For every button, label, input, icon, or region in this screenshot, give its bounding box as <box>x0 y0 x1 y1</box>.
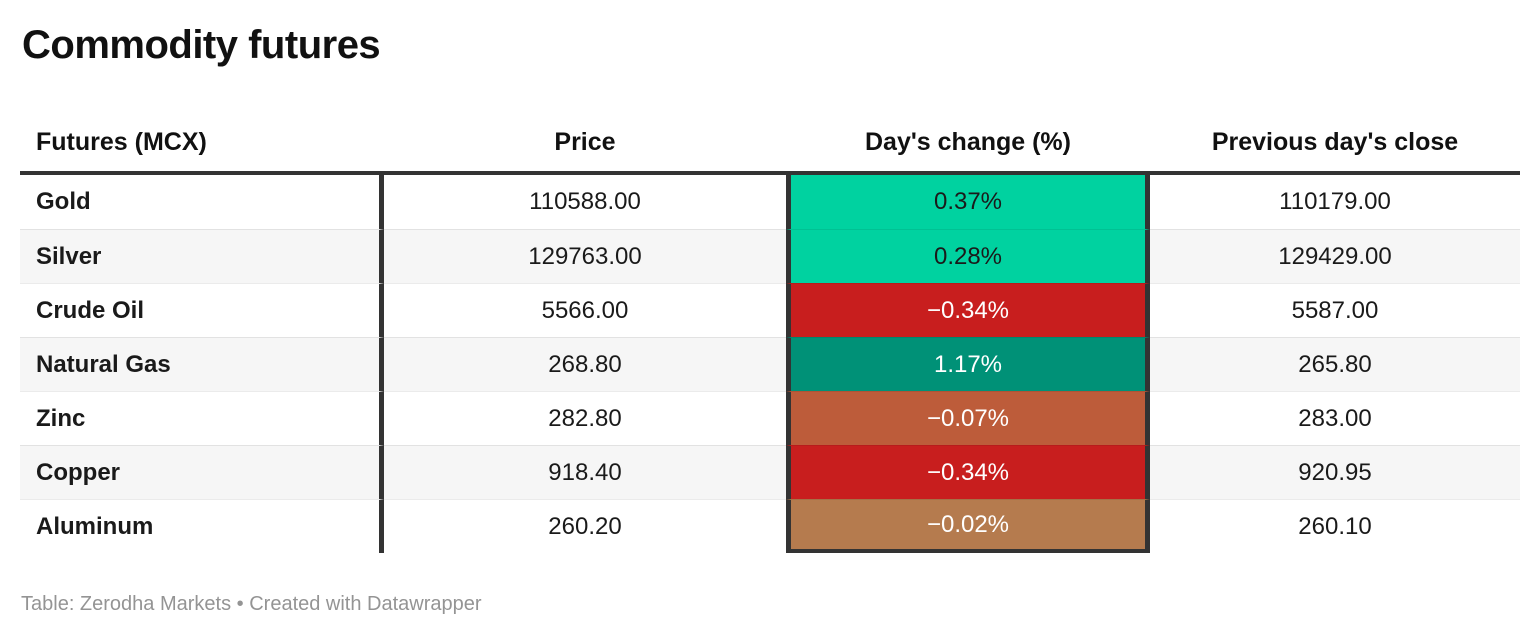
table-row: Silver 129763.00 0.28% 129429.00 <box>20 229 1520 283</box>
price-cell: 110588.00 <box>529 188 641 215</box>
futures-name-cell: Silver <box>20 229 384 283</box>
prev-close-cell: 110179.00 <box>1279 188 1391 215</box>
table-row: Natural Gas 268.80 1.17% 265.80 <box>20 337 1520 391</box>
futures-name-cell: Gold <box>20 175 384 229</box>
day-change-cell: 0.37% <box>786 175 1150 229</box>
price-cell: 918.40 <box>384 445 786 499</box>
table-row: Gold 110588.00 0.37% 110179.00 <box>20 175 1520 229</box>
day-change-cell: −0.07% <box>786 391 1150 445</box>
column-header-futures: Futures (MCX) <box>36 127 207 156</box>
table-row: Crude Oil 5566.00 −0.34% 5587.00 <box>20 283 1520 337</box>
futures-name-cell: Aluminum <box>20 499 384 553</box>
column-header-prev-close: Previous day's close <box>1211 127 1459 156</box>
attribution-footer: Table: Zerodha Markets • Created with Da… <box>21 593 482 615</box>
price-cell: 268.80 <box>384 337 786 391</box>
prev-close-cell: 5587.00 <box>1150 283 1520 337</box>
prev-close-cell: 265.80 <box>1150 337 1520 391</box>
prev-close-cell: 920.95 <box>1150 445 1520 499</box>
day-change-cell: −0.34% <box>786 445 1150 499</box>
table-row: Zinc 282.80 −0.07% 283.00 <box>20 391 1520 445</box>
price-cell: 260.20 <box>384 499 786 553</box>
prev-close-cell: 260.10 <box>1150 499 1520 553</box>
table-row: Aluminum 260.20 −0.02% 260.10 <box>20 499 1520 553</box>
futures-name-cell: Crude Oil <box>20 283 384 337</box>
futures-name-cell: Zinc <box>20 391 384 445</box>
day-change-cell: −0.34% <box>786 283 1150 337</box>
table-body: Gold 110588.00 0.37% 110179.00 Silver 129763.… <box>20 175 1520 553</box>
price-cell: 282.80 <box>384 391 786 445</box>
prev-close-cell: 283.00 <box>1150 391 1520 445</box>
table-row: Copper 918.40 −0.34% 920.95 <box>20 445 1520 499</box>
commodity-futures-table: Futures (MCX) Price Day's change (%) Pre… <box>20 113 1520 553</box>
day-change-cell: 1.17% <box>786 337 1150 391</box>
futures-name-cell: Copper <box>20 445 384 499</box>
column-header-price: Price <box>554 127 616 156</box>
table-header-row: Futures (MCX) Price Day's change (%) Pre… <box>20 113 1520 175</box>
day-change-cell: 0.28% <box>786 229 1150 283</box>
column-header-day-change: Day's change (%) <box>864 127 1071 156</box>
futures-name-cell: Natural Gas <box>20 337 384 391</box>
prev-close-cell: 129429.00 <box>1150 229 1520 283</box>
price-cell: 5566.00 <box>384 283 786 337</box>
price-cell: 129763.00 <box>384 229 786 283</box>
page-title: Commodity futures <box>22 23 381 67</box>
day-change-cell: −0.02% <box>786 499 1150 553</box>
